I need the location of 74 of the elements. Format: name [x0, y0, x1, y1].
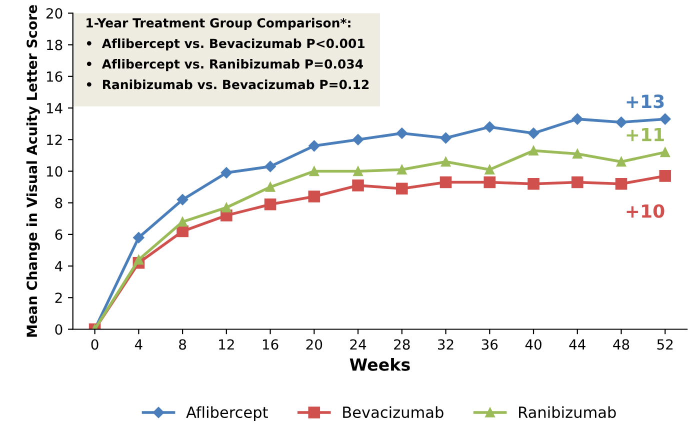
point [308, 190, 320, 202]
annotation: • Ranibizumab vs. Bevacizumab P=0.12 [86, 80, 369, 90]
point [484, 176, 496, 188]
x-tick-label: 12 [219, 339, 234, 350]
y-tick-label: 16 [47, 71, 62, 82]
x-tick-label: 40 [525, 339, 542, 350]
y-tick-label: 18 [47, 40, 62, 50]
point [264, 160, 276, 172]
point [615, 178, 628, 190]
point [528, 146, 538, 156]
point [660, 147, 670, 158]
y-tick-label: 12 [47, 134, 62, 145]
annotation: +10 [626, 204, 664, 218]
point [397, 164, 407, 174]
x-axis-title: Weeks [350, 358, 410, 371]
point [616, 116, 627, 128]
point [484, 121, 496, 133]
x-tick-label: 44 [569, 339, 586, 350]
legend-label: Ranibizumab [519, 406, 616, 418]
point [396, 128, 408, 139]
point [220, 167, 232, 178]
y-tick-label: 8 [55, 198, 62, 208]
point [571, 176, 584, 188]
point [309, 166, 320, 176]
x-tick-label: 48 [613, 339, 630, 350]
x-tick-label: 24 [350, 339, 366, 350]
x-tick-label: 36 [482, 339, 498, 350]
point [134, 254, 144, 265]
point [176, 225, 188, 238]
y-tick-label: 0 [55, 324, 62, 335]
point [528, 178, 540, 190]
x-tick-label: 8 [179, 339, 186, 350]
point [660, 113, 671, 125]
point [178, 216, 188, 227]
annotation: • Aflibercept vs. Ranibizumab P=0.034 [86, 59, 363, 72]
y-tick-label: 14 [47, 103, 62, 114]
point [572, 148, 582, 159]
point [353, 166, 363, 176]
y-axis-title: Mean Change in Visual Acuity Letter Score [26, 5, 40, 337]
point [440, 176, 452, 188]
point [396, 182, 408, 194]
y-tick-label: 6 [55, 229, 62, 240]
point [528, 128, 540, 139]
y-tick-label: 10 [47, 166, 62, 177]
legend-label: Aflibercept [186, 406, 268, 421]
annotation: +11 [626, 128, 664, 142]
y-tick-label: 4 [54, 261, 62, 272]
point [352, 180, 364, 192]
point [308, 140, 320, 152]
y-tick-label: 2 [55, 292, 62, 303]
point [133, 232, 144, 244]
x-tick-label: 28 [394, 339, 410, 350]
legend-label: Bevacizumab [343, 406, 444, 418]
y-tick-label: 20 [46, 8, 62, 19]
x-tick-label: 16 [262, 339, 278, 350]
point [440, 156, 451, 167]
point [659, 170, 672, 182]
x-tick-label: 52 [657, 339, 673, 350]
x-tick-label: 4 [134, 339, 142, 350]
point [484, 164, 495, 174]
x-tick-label: 20 [306, 339, 322, 350]
annotation: • Aflibercept vs. Bevacizumab P<0.001 [86, 38, 364, 51]
point [616, 156, 626, 167]
point [265, 182, 276, 192]
point [264, 198, 276, 210]
point [352, 134, 364, 146]
annotation: 1-Year Treatment Group Comparison*: [86, 18, 350, 30]
annotation: +13 [626, 94, 664, 108]
point [176, 194, 188, 206]
point [222, 202, 232, 212]
point [440, 132, 452, 144]
point [572, 113, 583, 125]
x-tick-label: 32 [438, 339, 454, 350]
x-tick-label: 0 [91, 339, 98, 350]
